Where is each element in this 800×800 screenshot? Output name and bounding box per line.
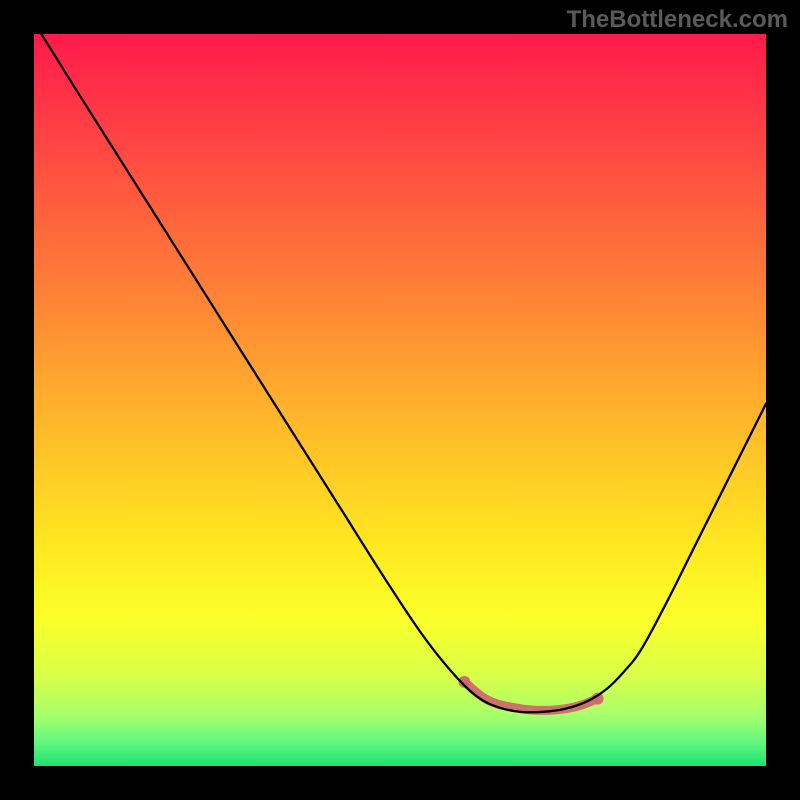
chart-container: TheBottleneck.com [0,0,800,800]
curve-layer [34,34,766,766]
bottleneck-curve [41,34,766,712]
plot-area [34,34,766,766]
attribution-text: TheBottleneck.com [567,6,788,34]
